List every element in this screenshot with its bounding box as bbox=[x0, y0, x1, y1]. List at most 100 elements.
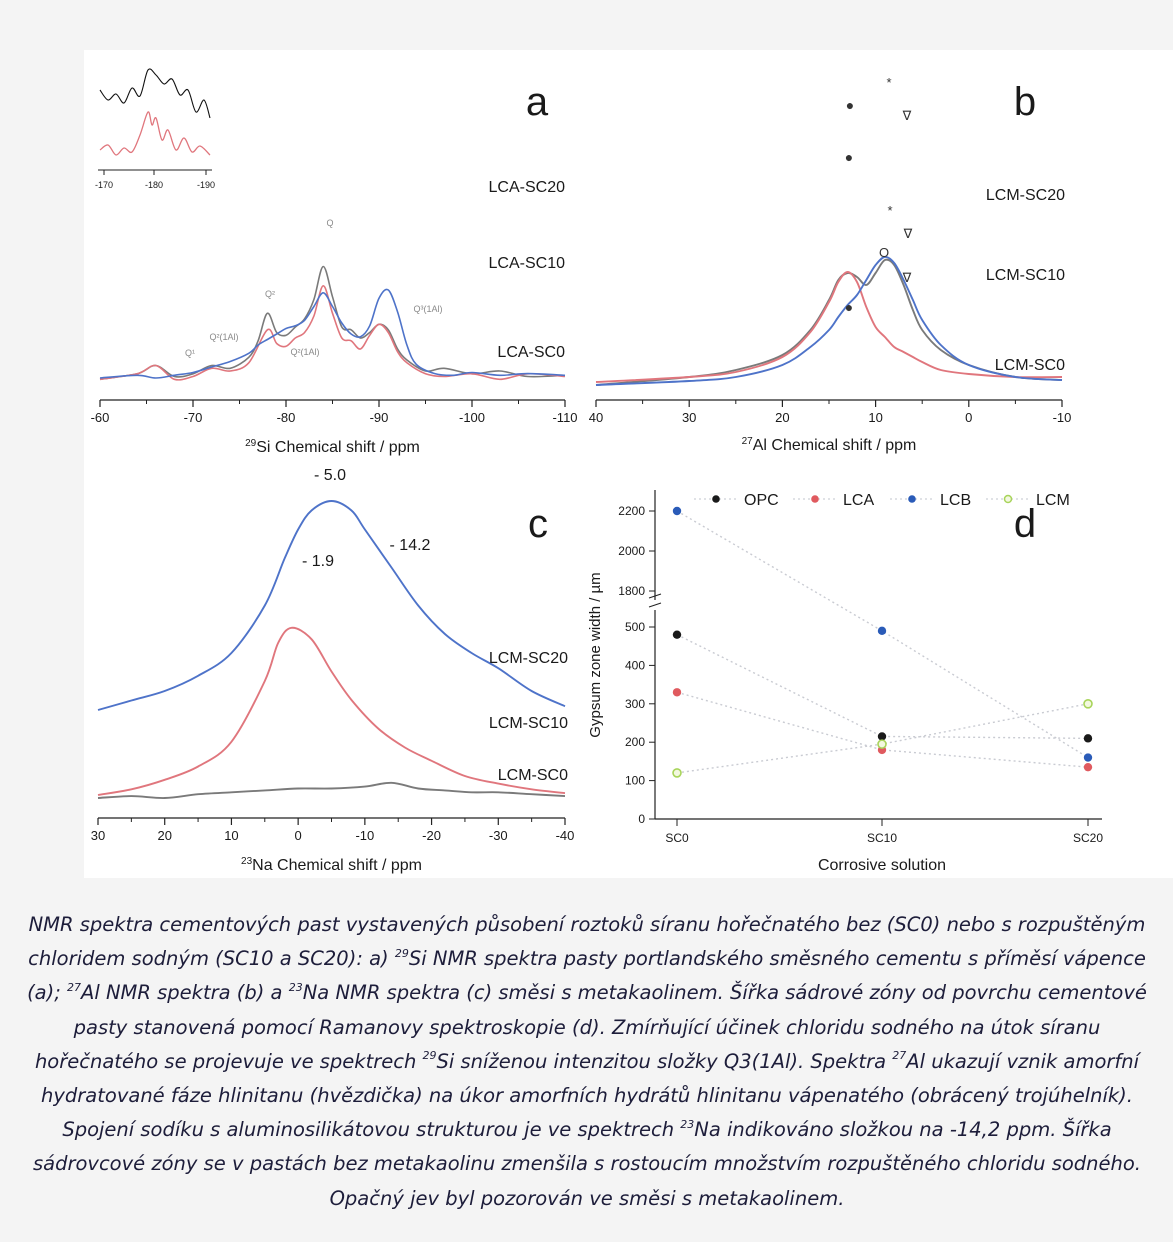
x-tick-label: 30 bbox=[91, 828, 105, 843]
series-label: LCM-SC0 bbox=[995, 357, 1065, 374]
peak-annotation: Q³(1Al) bbox=[414, 304, 443, 314]
x-tick-label: SC10 bbox=[867, 831, 897, 845]
data-point-opc bbox=[1083, 734, 1093, 743]
legend-marker bbox=[908, 495, 916, 503]
x-tick-label: -70 bbox=[184, 410, 203, 425]
data-point-lca bbox=[672, 688, 682, 697]
figure-panel bbox=[84, 50, 1173, 878]
chart-panel-b: 40 30 20 10 0 -10 27Al Chemical shift / ppm b LC… bbox=[589, 80, 1072, 454]
x-tick-label: 20 bbox=[775, 410, 789, 425]
series-line-lcm bbox=[676, 703, 1089, 774]
inset-tick-label: -170 bbox=[95, 180, 113, 190]
peak-marker: * bbox=[887, 203, 892, 218]
caption-superscript: 29 bbox=[394, 946, 409, 960]
peak-annotation: Q² bbox=[265, 289, 275, 299]
caption-text: Si sníženou intenzitou složky Q3(1Al). S… bbox=[436, 1049, 893, 1073]
y-tick-label: 100 bbox=[625, 774, 645, 788]
series-label: LCA-SC0 bbox=[497, 344, 565, 361]
series-label: LCA-SC20 bbox=[489, 179, 566, 196]
y-axis-title: Gypsum zone width / µm bbox=[587, 572, 604, 737]
y-tick-label: 1800 bbox=[618, 584, 645, 598]
peak-labels-panel-c: - 5.0 - 1.9 - 14.2 bbox=[302, 467, 431, 570]
peak-marker: ● bbox=[846, 97, 854, 113]
spectrum-line-lcm-sc0 bbox=[97, 781, 566, 799]
x-tick-label: 20 bbox=[157, 828, 171, 843]
inset-line-black bbox=[99, 68, 211, 119]
series-label: LCM-SC10 bbox=[986, 267, 1065, 284]
peak-label: - 5.0 bbox=[314, 467, 346, 484]
panel-letter: c bbox=[528, 502, 548, 546]
caption-superscript: 23 bbox=[288, 980, 303, 994]
peak-annotation: Q²(1Al) bbox=[291, 347, 320, 357]
series-label: LCM-SC10 bbox=[489, 715, 568, 732]
x-tick-label: 40 bbox=[589, 410, 603, 425]
x-axis-title-sup: 23 bbox=[241, 856, 253, 867]
spectrum-line-lca-sc0 bbox=[99, 288, 566, 379]
chart-panel-a: -60 -70 -80 -90 -100 -110 29Si Chemical shift … bbox=[91, 80, 578, 456]
legend-marker bbox=[1003, 494, 1013, 504]
x-tick-label: -30 bbox=[489, 828, 508, 843]
peak-marker: ∇ bbox=[902, 270, 912, 285]
data-point-lcb bbox=[672, 506, 682, 516]
x-tick-label: SC0 bbox=[665, 831, 689, 845]
caption-superscript: 23 bbox=[680, 1117, 695, 1131]
panel-letter: d bbox=[1014, 502, 1036, 546]
axis-break-mark bbox=[648, 602, 662, 608]
series-line-lca bbox=[676, 691, 1089, 768]
y-tick-label: 2000 bbox=[618, 544, 645, 558]
data-point-opc bbox=[672, 630, 682, 639]
x-tick-label: 30 bbox=[682, 410, 696, 425]
data-point-lcm bbox=[1083, 698, 1093, 709]
legend-label: OPC bbox=[744, 492, 779, 509]
inset-tick-label: -190 bbox=[197, 180, 215, 190]
x-axis-title-sup: 29 bbox=[245, 438, 257, 449]
x-tick-label: -10 bbox=[1053, 410, 1072, 425]
caption-text: Al ukazují vznik amorfní hydratované fáz… bbox=[41, 1049, 1140, 1142]
spectrum-line-lcm-sc20 bbox=[595, 258, 1063, 386]
x-tick-label: 10 bbox=[868, 410, 882, 425]
x-tick-label: -100 bbox=[459, 410, 485, 425]
x-tick-label: -60 bbox=[91, 410, 110, 425]
y-tick-label: 2200 bbox=[618, 504, 645, 518]
x-tick-label: 10 bbox=[224, 828, 238, 843]
y-tick-label: 300 bbox=[625, 697, 645, 711]
peak-label: - 1.9 bbox=[302, 553, 334, 570]
caption-text: Na indikováno složkou na -14,2 ppm. Šířk… bbox=[32, 1118, 1141, 1210]
inset-panel-a: -170 -180 -190 Q¹ Q²(1Al) Q² Q²(1Al) Q³(1Al) Q bbox=[95, 68, 443, 358]
series-label: LCM-SC0 bbox=[498, 767, 568, 784]
peak-marker: ● bbox=[845, 149, 853, 165]
chart-panel-c: 30 20 10 0 -10 -20 -30 -40 23Na Chemical shift /… bbox=[91, 500, 574, 874]
markers-panel-b: ● * ∇ ● * ∇ O ∇ ● bbox=[845, 75, 913, 315]
peak-marker: ● bbox=[845, 299, 853, 315]
spectrum-line-lcm-sc0 bbox=[595, 256, 1063, 386]
x-axis-title-text: Al Chemical shift / ppm bbox=[753, 437, 917, 454]
spectrum-line-lcm-sc20 bbox=[97, 500, 566, 711]
x-axis-title-text: Si Chemical shift / ppm bbox=[256, 439, 420, 456]
data-point-lcb bbox=[877, 626, 887, 636]
y-tick-label: 0 bbox=[638, 812, 645, 826]
series-label: LCM-SC20 bbox=[489, 650, 568, 667]
spectrum-line-lcm-sc10 bbox=[595, 271, 1063, 383]
x-axis-title: Corrosive solution bbox=[818, 857, 946, 874]
panel-letter: b bbox=[1014, 80, 1036, 124]
panel-letter: a bbox=[526, 80, 549, 124]
x-tick-label: -80 bbox=[277, 410, 296, 425]
peak-annotation-q3: Q bbox=[326, 218, 333, 228]
peak-annotation: Q¹ bbox=[185, 348, 195, 358]
legend-marker bbox=[811, 495, 819, 503]
spectrum-line-lcm-sc10 bbox=[97, 626, 566, 796]
spectrum-line-lca-sc20 bbox=[99, 265, 566, 381]
data-point-lca bbox=[1083, 762, 1093, 772]
caption-text: Al NMR spektra (b) a bbox=[81, 981, 289, 1005]
legend-marker bbox=[712, 495, 720, 503]
y-tick-label: 400 bbox=[625, 658, 645, 672]
x-axis-title-text: Na Chemical shift / ppm bbox=[252, 857, 422, 874]
peak-label: - 14.2 bbox=[390, 537, 431, 554]
peak-annotation: Q²(1Al) bbox=[210, 332, 239, 342]
x-axis-title: 27Al Chemical shift / ppm bbox=[742, 436, 917, 454]
inset-line-red bbox=[99, 111, 211, 156]
caption-superscript: 27 bbox=[67, 980, 82, 994]
x-axis-title-sup: 27 bbox=[742, 436, 754, 447]
peak-marker: ∇ bbox=[902, 108, 912, 123]
